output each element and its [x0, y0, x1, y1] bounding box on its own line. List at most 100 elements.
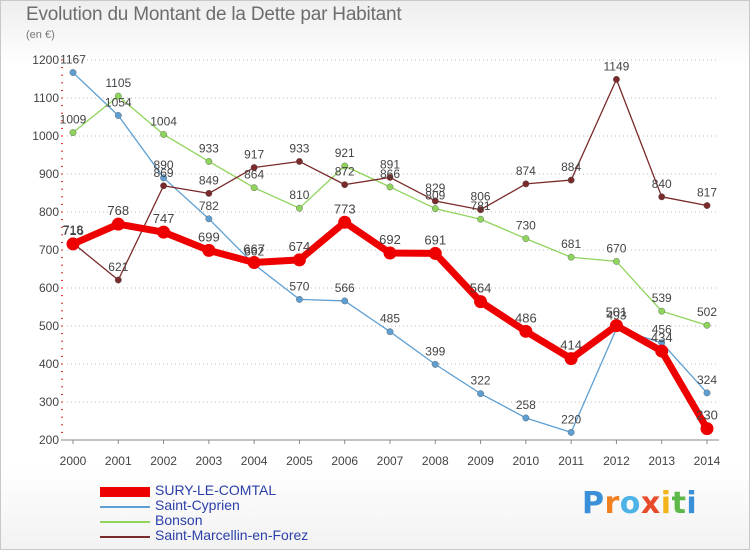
data-point-bonson [431, 205, 439, 212]
data-point-bonson [703, 321, 711, 329]
data-point-bonson [386, 183, 394, 191]
brand-logo-letter: o [619, 486, 641, 521]
legend-swatch [100, 535, 150, 538]
data-point-saint-cyprien [69, 69, 77, 76]
brand-logo-letter: t [671, 486, 687, 521]
data-point-saint-marcellin-en-forez [522, 180, 530, 188]
data-point-sury-le-comtal [247, 256, 261, 270]
data-label-saint-cyprien: 662 [244, 244, 264, 258]
x-tick-label: 2013 [648, 454, 675, 468]
data-point-saint-cyprien [567, 428, 575, 436]
y-tick-label: 1100 [33, 91, 59, 105]
data-point-sury-le-comtal [519, 324, 533, 338]
data-point-bonson [160, 131, 167, 138]
data-point-bonson [69, 129, 77, 136]
data-label-saint-cyprien: 220 [561, 412, 581, 426]
data-label-bonson: 781 [471, 199, 491, 213]
data-label-bonson: 810 [289, 188, 309, 202]
data-label-saint-marcellin-en-forez: 933 [289, 141, 309, 155]
data-label-bonson: 809 [425, 189, 445, 203]
data-label-saint-marcellin-en-forez: 817 [697, 186, 717, 200]
data-point-saint-cyprien [114, 112, 122, 119]
data-point-saint-cyprien [341, 297, 349, 305]
x-tick-label: 2008 [422, 454, 449, 468]
data-label-saint-cyprien: 485 [380, 312, 400, 326]
data-point-saint-marcellin-en-forez [114, 276, 122, 284]
data-label-saint-marcellin-en-forez: 806 [471, 190, 491, 204]
data-point-bonson [296, 204, 303, 212]
data-point-saint-marcellin-en-forez [431, 197, 439, 205]
data-label-bonson: 1105 [105, 76, 131, 90]
data-point-sury-le-comtal [564, 352, 578, 366]
legend-swatch [100, 486, 150, 497]
data-point-saint-marcellin-en-forez [250, 164, 258, 171]
data-label-bonson: 921 [335, 146, 355, 160]
data-point-sury-le-comtal [474, 295, 488, 309]
data-point-sury-le-comtal [383, 246, 397, 260]
data-label-sury-le-comtal: 773 [334, 201, 356, 216]
data-point-saint-cyprien [703, 389, 711, 397]
data-point-saint-marcellin-en-forez [567, 176, 575, 184]
data-label-sury-le-comtal: 692 [379, 232, 401, 247]
x-tick-label: 2005 [286, 454, 313, 468]
data-point-bonson [567, 253, 575, 261]
axes: 200 300 400 500 600 700 800 900 1000 1100 1200 2000… [32, 53, 720, 468]
data-point-sury-le-comtal [655, 344, 669, 358]
data-label-bonson: 1004 [150, 114, 177, 128]
brand-logo-letter: i [686, 486, 698, 521]
data-label-saint-cyprien: 324 [697, 373, 717, 387]
data-point-sury-le-comtal [66, 237, 80, 251]
data-label-saint-cyprien: 566 [335, 281, 355, 295]
legend-label: Saint-Marcellin-en-Forez [155, 527, 309, 543]
data-point-saint-cyprien [522, 414, 530, 422]
data-point-saint-cyprien [205, 215, 213, 223]
data-point-saint-marcellin-en-forez [658, 193, 666, 201]
data-point-sury-le-comtal [157, 225, 171, 239]
data-label-bonson: 539 [652, 291, 672, 305]
y-tick-label: 200 [39, 433, 59, 447]
data-point-saint-marcellin-en-forez [613, 75, 620, 83]
x-tick-label: 2001 [105, 454, 132, 468]
data-point-saint-cyprien [296, 295, 303, 303]
data-label-sury-le-comtal: 667 [243, 242, 265, 257]
data-label-saint-cyprien: 399 [425, 344, 445, 358]
data-point-saint-marcellin-en-forez [205, 189, 213, 197]
data-label-saint-cyprien: 890 [154, 158, 174, 172]
brand-logo-letter: i [660, 486, 672, 521]
data-point-sury-le-comtal [202, 243, 216, 257]
chart-title: Evolution du Montant de la Dette par Hab… [26, 4, 402, 25]
x-tick-label: 2004 [241, 454, 268, 468]
data-label-saint-marcellin-en-forez: 872 [335, 165, 355, 179]
x-tick-label: 2010 [513, 454, 540, 468]
data-label-saint-marcellin-en-forez: 849 [199, 173, 219, 187]
data-label-saint-cyprien: 493 [606, 309, 626, 323]
data-label-bonson: 933 [199, 141, 219, 155]
data-label-saint-marcellin-en-forez: 884 [561, 160, 581, 174]
data-label-saint-cyprien: 570 [289, 279, 309, 293]
data-label-sury-le-comtal: 434 [651, 330, 673, 345]
data-label-sury-le-comtal: 486 [515, 310, 537, 325]
data-point-saint-cyprien [431, 360, 439, 368]
data-label-saint-marcellin-en-forez: 1149 [604, 59, 630, 73]
data-point-bonson [341, 162, 349, 170]
data-label-sury-le-comtal: 768 [107, 203, 129, 218]
data-point-sury-le-comtal [292, 253, 306, 267]
y-tick-label: 600 [39, 281, 59, 295]
x-tick-label: 2014 [694, 454, 721, 468]
data-point-saint-marcellin-en-forez [386, 174, 394, 181]
chart-unit-label: (en €) [26, 29, 55, 41]
x-tick-label: 2002 [150, 454, 177, 468]
data-label-bonson: 864 [244, 168, 264, 182]
brand-logo-letter: x [640, 486, 661, 521]
y-tick-label: 300 [39, 395, 59, 409]
brand-logo: Proxiti [582, 486, 697, 521]
legend-swatch [100, 520, 150, 523]
y-tick-label: 800 [39, 205, 59, 219]
data-label-saint-marcellin-en-forez: 718 [63, 223, 83, 237]
data-label-bonson: 866 [380, 167, 400, 181]
data-label-saint-cyprien: 1167 [60, 53, 86, 67]
data-point-saint-cyprien [386, 328, 394, 336]
data-point-saint-marcellin-en-forez [296, 158, 303, 165]
data-point-saint-marcellin-en-forez [160, 182, 167, 190]
